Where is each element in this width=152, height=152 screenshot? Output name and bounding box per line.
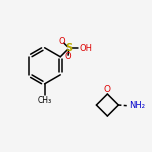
Text: O: O xyxy=(59,37,66,46)
Text: OH: OH xyxy=(80,44,93,53)
Text: S: S xyxy=(65,43,73,53)
Text: NH₂: NH₂ xyxy=(129,101,145,110)
Text: O: O xyxy=(104,85,111,94)
Text: O: O xyxy=(65,52,71,61)
Text: CH₃: CH₃ xyxy=(38,96,52,105)
